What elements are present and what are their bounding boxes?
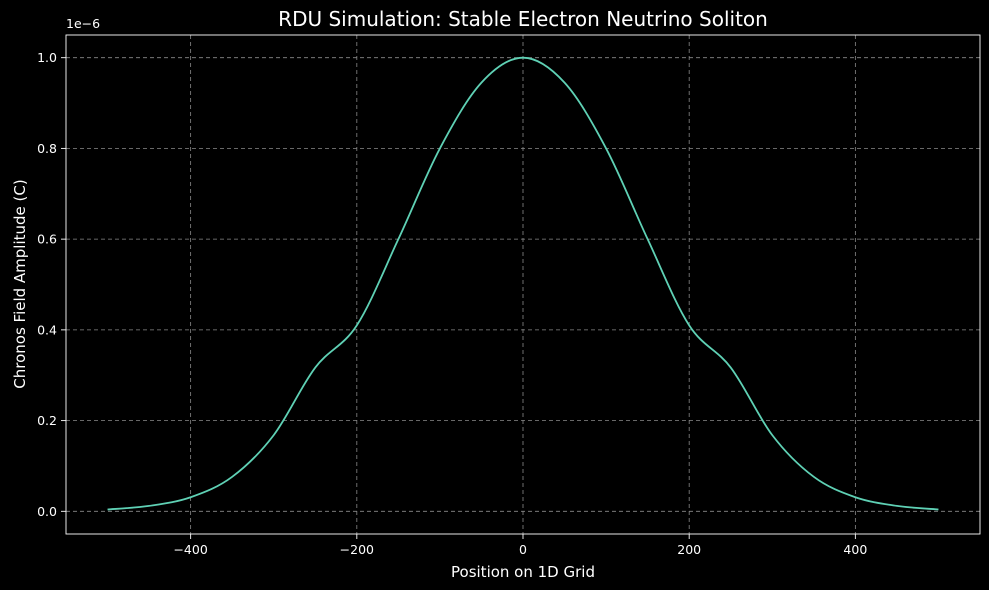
soliton-line bbox=[107, 56, 939, 511]
plot-frame bbox=[65, 34, 981, 535]
y-tick-label: 0.8 bbox=[37, 141, 57, 156]
y-tick-label: 0.0 bbox=[37, 504, 57, 519]
y-axis-label: Chronos Field Amplitude (C) bbox=[11, 179, 29, 388]
y-tick-label: 0.4 bbox=[37, 322, 57, 337]
y-tick-label: 1.0 bbox=[37, 50, 57, 65]
x-tick-label: −400 bbox=[173, 542, 207, 557]
y-tick-label: 0.2 bbox=[37, 413, 57, 428]
chart-title: RDU Simulation: Stable Electron Neutrino… bbox=[278, 7, 768, 31]
series-layer bbox=[107, 56, 939, 511]
x-axis-ticks: −400 −200 0 200 400 bbox=[173, 534, 867, 557]
x-tick-label: 0 bbox=[519, 542, 527, 557]
y-tick-label: 0.6 bbox=[37, 232, 57, 247]
y-axis-ticks: 0.0 0.2 0.4 0.6 0.8 1.0 bbox=[37, 50, 66, 519]
x-tick-label: 200 bbox=[677, 542, 701, 557]
x-axis-label: Position on 1D Grid bbox=[451, 563, 595, 581]
grid-lines bbox=[66, 35, 980, 534]
x-tick-label: −200 bbox=[340, 542, 374, 557]
x-tick-label: 400 bbox=[843, 542, 867, 557]
y-axis-offset-label: 1e−6 bbox=[66, 16, 100, 31]
